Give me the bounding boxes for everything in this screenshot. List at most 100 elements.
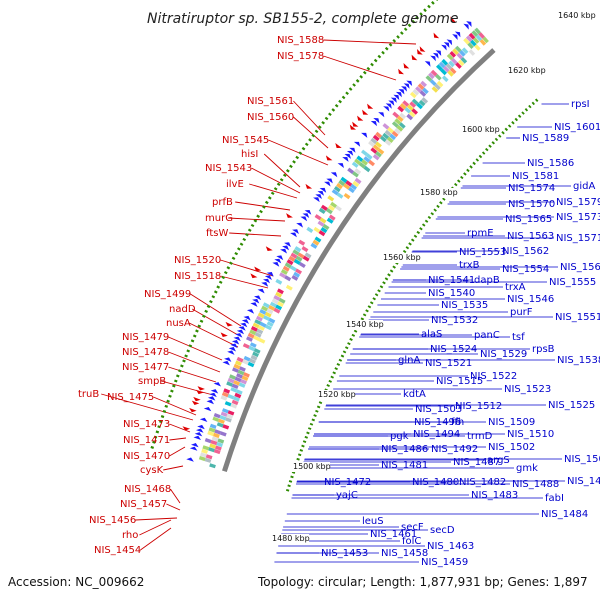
gene-label: fabI bbox=[545, 493, 564, 504]
gene-label: NIS_1540 bbox=[428, 288, 475, 299]
gene-block bbox=[227, 410, 235, 416]
gene-block bbox=[328, 214, 336, 221]
gene-arrow bbox=[466, 21, 472, 27]
gene-block bbox=[384, 139, 392, 146]
scale-tick bbox=[370, 62, 374, 67]
gene-block bbox=[204, 438, 212, 444]
gene-block bbox=[479, 39, 487, 46]
gene-arrow bbox=[330, 172, 338, 178]
leader-line bbox=[168, 351, 221, 373]
gene-arrow bbox=[290, 232, 297, 238]
gene-block bbox=[275, 304, 283, 311]
kbp-label-bg bbox=[418, 188, 457, 198]
gene-label: NIS_1563 bbox=[507, 231, 554, 242]
gene-arrow bbox=[231, 340, 240, 345]
gene-block bbox=[240, 379, 247, 385]
scale-tick bbox=[326, 384, 330, 388]
gene-arrow-reverse bbox=[189, 407, 197, 413]
scale-tick bbox=[285, 169, 290, 173]
gene-block bbox=[209, 443, 217, 449]
scale-tick bbox=[340, 354, 345, 358]
gene-block bbox=[225, 417, 232, 423]
gene-arrow bbox=[463, 23, 469, 30]
scale-tick bbox=[330, 375, 334, 379]
gene-block bbox=[467, 42, 474, 49]
gene-label: argS bbox=[487, 455, 510, 466]
scale-tick bbox=[334, 103, 339, 108]
label-leader-lines bbox=[101, 39, 571, 563]
scale-tick bbox=[402, 249, 407, 254]
scale-tick bbox=[299, 449, 304, 452]
gene-block bbox=[451, 57, 458, 65]
scale-tick bbox=[307, 427, 312, 430]
gene-arrow bbox=[210, 389, 219, 394]
gene-label: NIS_1470 bbox=[123, 451, 170, 462]
scale-tick bbox=[308, 138, 312, 142]
gene-arrow bbox=[393, 94, 400, 101]
scale-tick bbox=[321, 120, 325, 125]
gene-arrow bbox=[446, 39, 453, 46]
gene-arrow bbox=[266, 272, 274, 277]
scale-tick bbox=[524, 108, 529, 112]
gene-block bbox=[275, 278, 283, 285]
gene-label: NIS_1477 bbox=[122, 362, 169, 373]
gene-arrow bbox=[233, 336, 241, 342]
gene-block bbox=[234, 392, 242, 399]
gene-arrow-reverse bbox=[433, 32, 440, 39]
gene-arrow bbox=[189, 446, 198, 451]
scale-tick bbox=[469, 165, 473, 169]
gene-block bbox=[441, 58, 448, 66]
scale-tick bbox=[182, 359, 186, 363]
scale-tick bbox=[387, 273, 391, 277]
gene-block bbox=[298, 239, 306, 246]
gene-block bbox=[354, 168, 362, 175]
gene-block bbox=[222, 424, 230, 430]
gene-block bbox=[263, 315, 270, 321]
gene-block bbox=[415, 86, 422, 93]
gene-arrow-reverse bbox=[305, 183, 313, 189]
gene-block bbox=[241, 375, 249, 381]
gene-block bbox=[379, 135, 387, 143]
gene-block bbox=[419, 90, 427, 97]
scale-tick bbox=[166, 399, 170, 403]
scale-tick bbox=[384, 277, 389, 281]
gene-block bbox=[350, 183, 357, 191]
gene-block bbox=[256, 315, 263, 322]
leader-line bbox=[170, 488, 181, 504]
gene-block bbox=[434, 83, 441, 91]
gene-block bbox=[233, 396, 240, 402]
scale-tick bbox=[164, 404, 169, 408]
scale-tick bbox=[315, 409, 319, 413]
gene-label: dapB bbox=[474, 275, 500, 286]
gene-label: prfB bbox=[212, 197, 233, 208]
gene-arrow bbox=[186, 457, 194, 462]
gene-label: NIS_1468 bbox=[124, 484, 171, 495]
gene-label: NIS_1503 bbox=[415, 404, 462, 415]
gene-block bbox=[229, 374, 236, 380]
gene-block bbox=[250, 354, 258, 361]
gene-block bbox=[258, 325, 265, 331]
gene-block bbox=[208, 427, 216, 433]
scale-tick bbox=[410, 238, 415, 242]
gene-arrow-reverse bbox=[225, 321, 233, 327]
gene-arrow bbox=[250, 302, 258, 307]
gene-block bbox=[277, 301, 284, 307]
scale-tick bbox=[195, 329, 199, 333]
leader-line bbox=[249, 183, 298, 199]
gene-arrow bbox=[313, 197, 320, 203]
gene-block bbox=[277, 288, 284, 295]
scale-tick bbox=[481, 151, 486, 155]
gene-features bbox=[182, 16, 489, 469]
gene-block bbox=[221, 391, 229, 398]
gene-arrow bbox=[209, 392, 217, 398]
gene-block bbox=[368, 140, 375, 148]
gene-block bbox=[314, 214, 322, 221]
kbp-tick-label: 1540 kbp bbox=[346, 320, 384, 329]
kbp-tick-label: 1480 kbp bbox=[272, 534, 310, 543]
leader-line bbox=[228, 217, 286, 222]
scale-tick bbox=[296, 457, 300, 461]
gene-label: NIS_1524 bbox=[430, 344, 477, 355]
gene-block bbox=[293, 271, 301, 278]
gene-block bbox=[224, 401, 232, 407]
scale-tick bbox=[374, 293, 379, 297]
